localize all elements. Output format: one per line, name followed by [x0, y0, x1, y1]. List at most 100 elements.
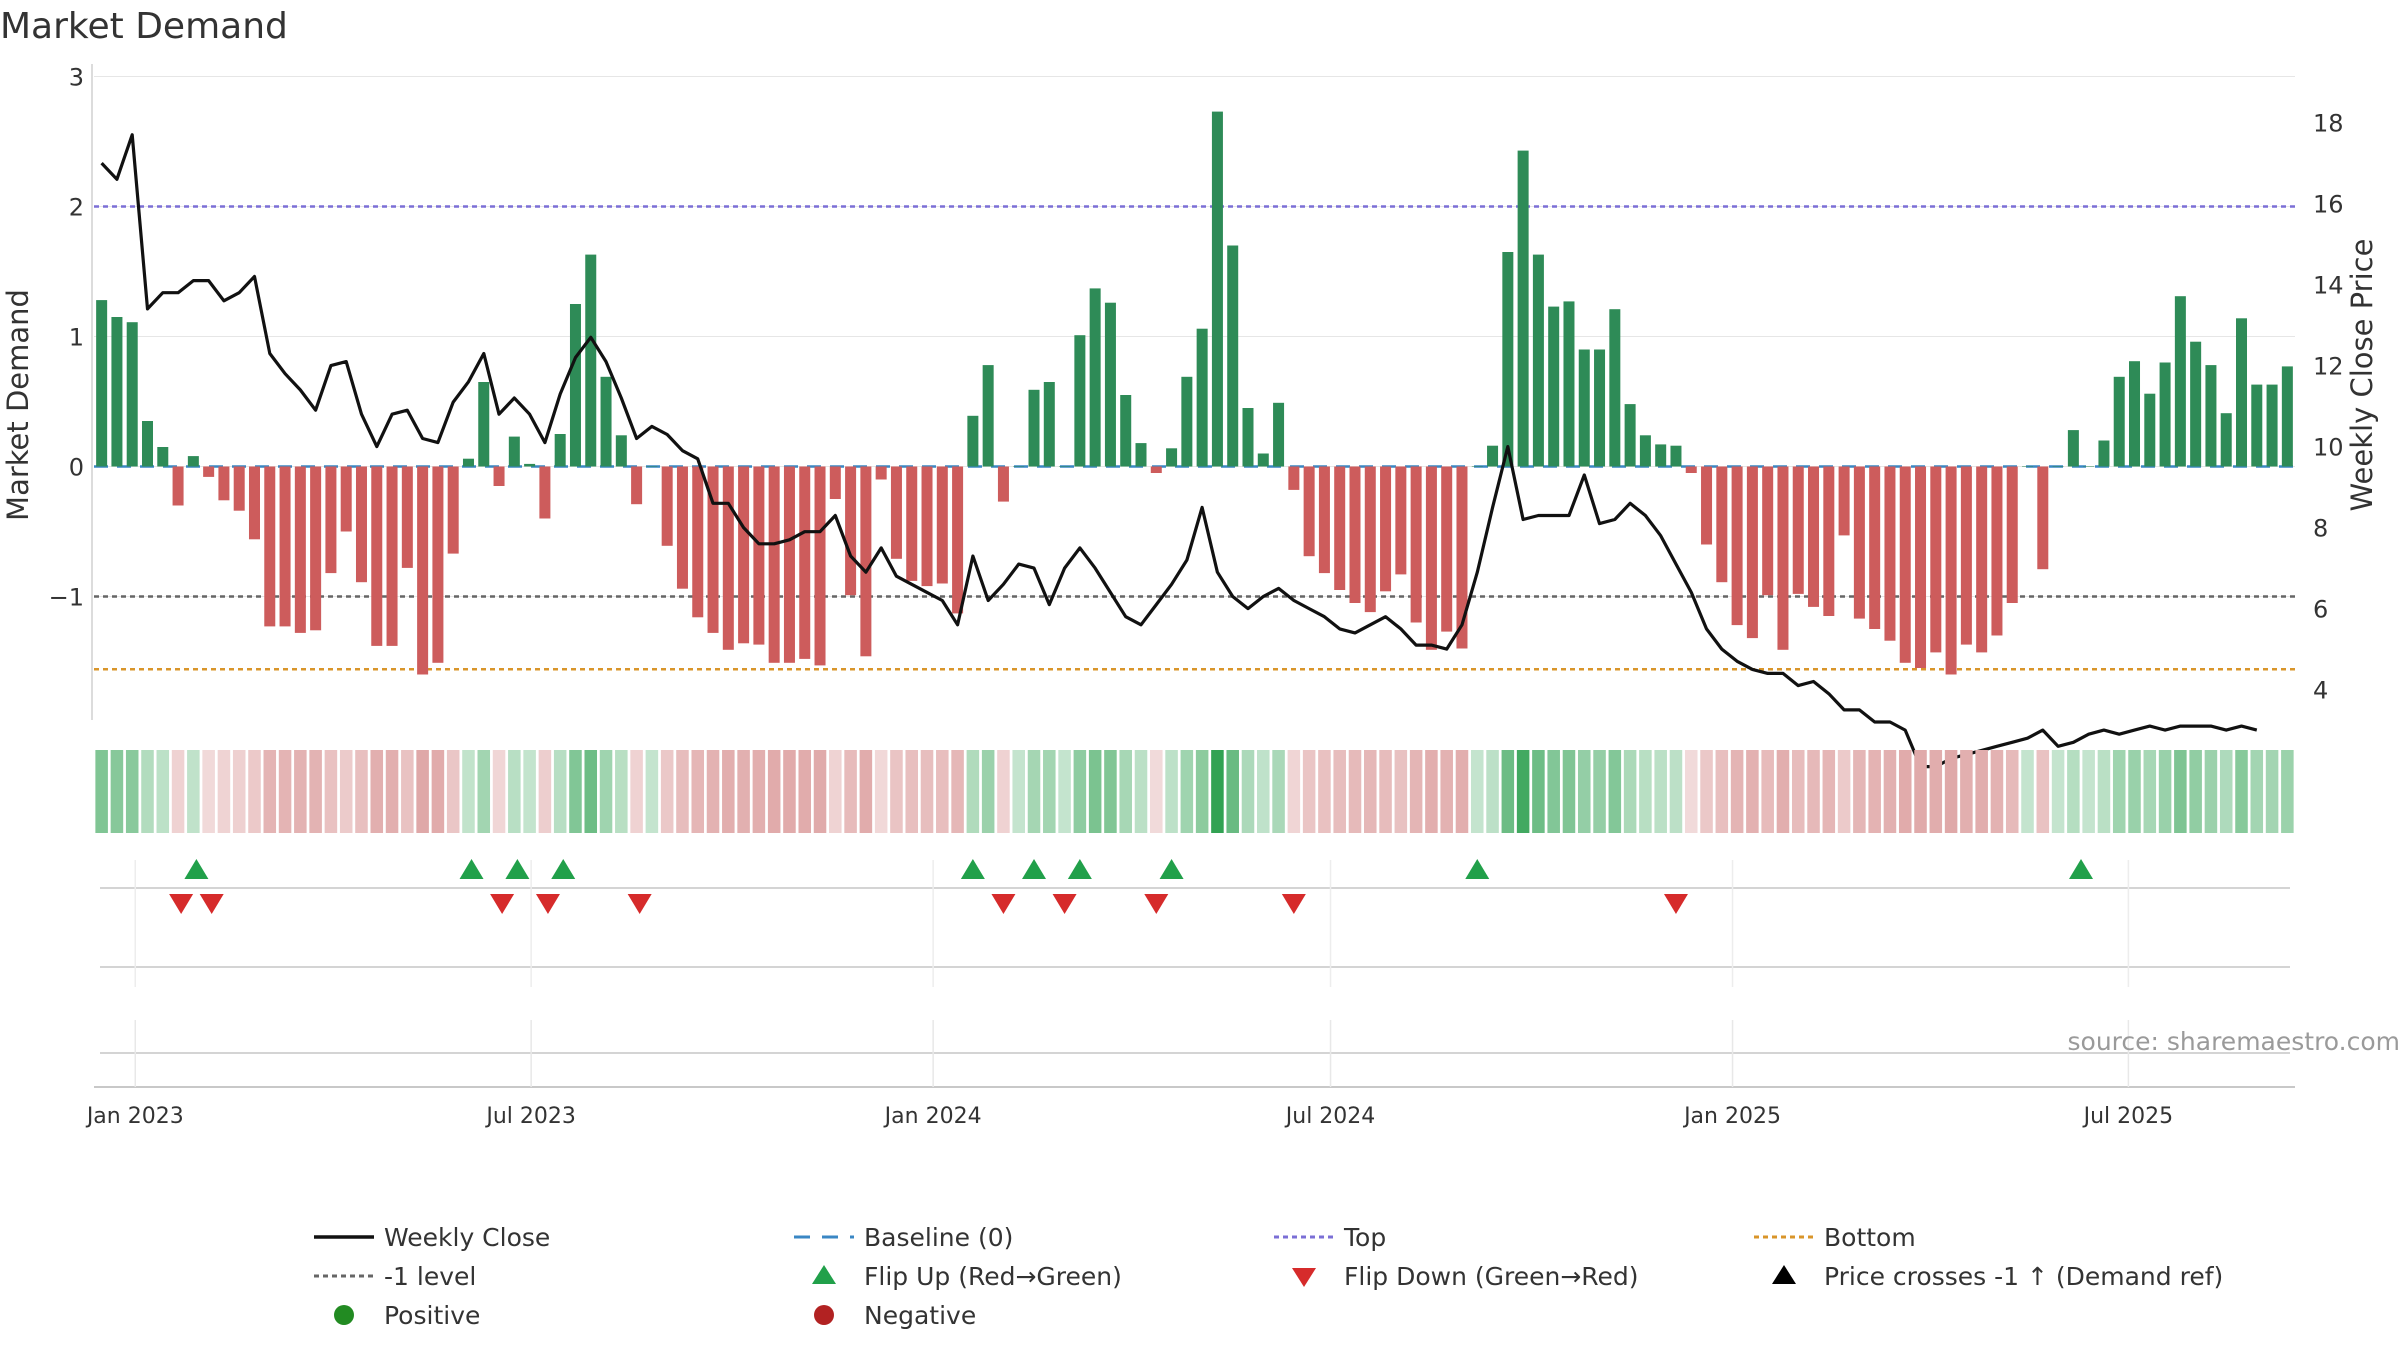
y2-tick-label: 6 — [2313, 596, 2328, 624]
heat-cell — [1700, 750, 1713, 833]
heat-cell — [2067, 750, 2080, 833]
demand-bar — [1120, 395, 1132, 467]
heat-cell — [706, 750, 720, 833]
heat-cell — [1134, 750, 1148, 833]
demand-bar — [1334, 466, 1346, 590]
heat-cell — [1730, 750, 1744, 833]
x-tick-label: Jul 2024 — [1284, 1104, 1376, 1129]
demand-bar — [1395, 466, 1407, 575]
heat-cell — [874, 750, 888, 833]
legend-label: Top — [1343, 1223, 1386, 1252]
legend-item-weekly_close: Weekly Close — [314, 1223, 550, 1252]
flip-up-marker — [960, 859, 985, 879]
flip-down-marker — [490, 894, 515, 914]
heat-cell — [1486, 750, 1499, 833]
demand-bar — [1517, 150, 1529, 467]
flip-up-marker — [2069, 859, 2094, 879]
heat-cell — [95, 750, 108, 833]
reference-lines — [94, 205, 2295, 671]
demand-bar — [722, 466, 734, 650]
legend-item-top: Top — [1274, 1223, 1386, 1252]
demand-bar — [2052, 466, 2064, 467]
heat-cell — [2021, 750, 2034, 833]
demand-bar — [1960, 466, 1972, 645]
demand-bar — [845, 466, 857, 596]
heat-cell — [141, 750, 154, 833]
heat-cell — [217, 750, 231, 833]
heat-cell — [905, 750, 918, 833]
heat-cell — [294, 750, 307, 833]
demand-bar — [2098, 440, 2110, 467]
demand-bar — [1823, 466, 1835, 616]
heat-cell — [1593, 750, 1606, 833]
heat-cell — [1394, 750, 1408, 833]
demand-bar — [1288, 466, 1300, 490]
heat-cell — [355, 750, 368, 833]
demand-bar — [2037, 466, 2049, 570]
legend-label: Flip Down (Green→Red) — [1344, 1262, 1639, 1291]
heat-cell — [1058, 750, 1071, 833]
x-tick-label: Jan 2024 — [883, 1104, 982, 1129]
demand-bar — [1869, 466, 1881, 629]
flip-down-marker — [1281, 894, 1306, 914]
demand-bar — [218, 466, 230, 501]
demand-bar — [875, 466, 887, 480]
legend-label: Negative — [864, 1301, 976, 1330]
heat-cell — [1516, 750, 1530, 833]
demand-bar — [1242, 408, 1254, 467]
heat-cell — [936, 750, 949, 833]
heat-cell — [202, 750, 215, 833]
legend-label: Flip Up (Red→Green) — [864, 1262, 1122, 1291]
demand-bar — [141, 421, 153, 467]
heat-cell — [385, 750, 399, 833]
demand-bar — [187, 456, 199, 467]
demand-bar — [1028, 389, 1040, 467]
demand-bar — [1135, 443, 1147, 467]
demand-bar — [1685, 466, 1697, 473]
demand-bar — [2129, 361, 2141, 467]
demand-bar — [1578, 349, 1590, 467]
demand-bar — [692, 466, 704, 618]
demand-bar — [1211, 111, 1223, 467]
heat-cell — [920, 750, 934, 833]
heat-cell — [278, 750, 292, 833]
legend-item-neg1: -1 level — [314, 1262, 476, 1291]
flip-up-marker — [1067, 859, 1092, 879]
demand-bar — [1456, 466, 1468, 649]
demand-bar — [1364, 466, 1376, 613]
heat-cell — [997, 750, 1010, 833]
heat-cell — [951, 750, 964, 833]
heat-cell — [1165, 750, 1178, 833]
weekly-close-series — [100, 133, 2258, 769]
flip-up-marker — [1465, 859, 1490, 879]
demand-bar — [600, 376, 612, 467]
y-tick-label: 2 — [69, 194, 84, 222]
legend-item-price_cross: Price crosses -1 ↑ (Demand ref) — [1772, 1262, 2223, 1291]
heat-cell — [446, 750, 460, 833]
heat-cell — [1960, 750, 1973, 833]
heat-cell — [1287, 750, 1301, 833]
heat-cell — [767, 750, 781, 833]
heat-cell — [1119, 750, 1132, 833]
x-tick-label: Jul 2023 — [484, 1104, 576, 1129]
legend-label: Weekly Close — [384, 1223, 550, 1252]
demand-bar — [738, 466, 750, 644]
heat-cell — [1088, 750, 1102, 833]
legend-swatch — [812, 1265, 836, 1284]
legend-item-negative: Negative — [814, 1301, 976, 1330]
demand-bar — [1349, 466, 1361, 603]
demand-bar — [2067, 430, 2079, 467]
demand-bar — [1899, 466, 1911, 663]
heat-cell — [1975, 750, 1988, 833]
demand-bar — [524, 463, 536, 467]
demand-bar — [1074, 335, 1086, 467]
demand-bar — [1701, 466, 1713, 545]
x-tick-label: Jul 2025 — [2082, 1104, 2174, 1129]
heat-cell — [829, 750, 842, 833]
flip-down-marker — [1052, 894, 1077, 914]
demand-bar — [997, 466, 1009, 502]
y-tick-label: 3 — [69, 64, 84, 92]
heat-cell — [2051, 750, 2065, 833]
heat-cell — [2112, 750, 2126, 833]
demand-bar — [2022, 466, 2034, 467]
